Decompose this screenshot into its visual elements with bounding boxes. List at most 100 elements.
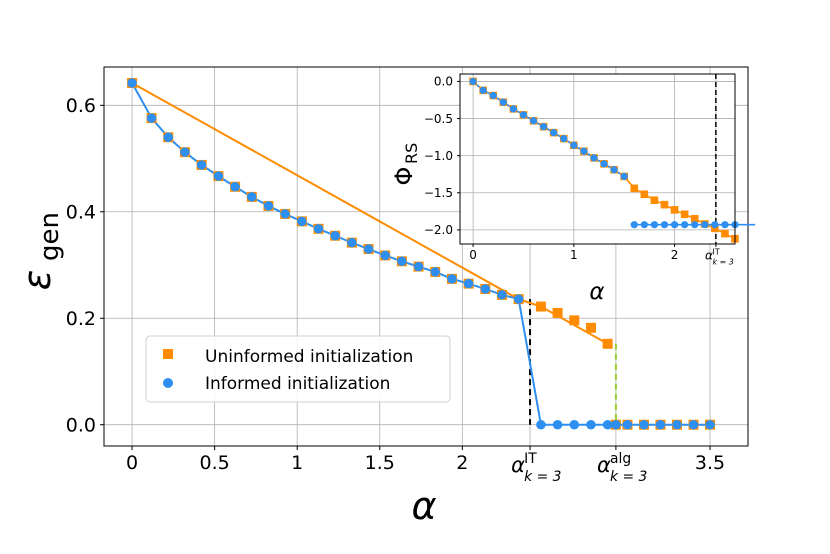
inset-series-line <box>472 80 625 178</box>
main-point-informed <box>330 230 340 241</box>
main-point-informed <box>280 209 290 219</box>
inset-point-informed <box>469 77 477 86</box>
legend: Uninformed initialization Informed initia… <box>145 335 451 403</box>
inset-special-tick-sup: IT <box>713 248 720 257</box>
inset-point-informed <box>691 221 699 229</box>
main-point-informed <box>397 256 407 267</box>
main-xtick-label: 0 <box>126 452 138 474</box>
main-point-informed <box>297 216 307 227</box>
main-point-uninformed <box>569 315 580 326</box>
main-point-informed <box>230 182 240 192</box>
inset-plot: 0 1 2 0.0 −0.5 −1.0 −1.5 −2.0 α ITk = 3 <box>424 73 756 267</box>
main-point-informed <box>146 113 157 123</box>
main-point-informed <box>602 419 613 430</box>
inset-ytick-label: −1.0 <box>424 149 453 163</box>
main-ytick-label: 0.4 <box>66 202 96 224</box>
main-point-informed <box>611 419 621 430</box>
main-point-informed <box>655 419 666 430</box>
inset-special-tick-symbol: α <box>705 249 713 263</box>
main-y-axis-subscript: gen <box>35 212 65 261</box>
legend-box <box>145 335 451 403</box>
legend-label-informed: Informed initialization <box>205 374 390 394</box>
inset-point-informed <box>489 91 497 100</box>
main-point-informed <box>672 419 682 430</box>
main-point-uninformed <box>585 322 596 333</box>
inset-y-axis-label: Φ RS <box>390 143 421 186</box>
main-point-informed <box>622 419 633 430</box>
main-y-axis-symbol: ε <box>15 270 59 291</box>
main-point-informed <box>536 419 546 430</box>
inset-point-informed <box>519 111 528 119</box>
inset-xtick-label: 0 <box>469 248 477 262</box>
inset-point-informed <box>610 166 618 174</box>
inset-y-axis-symbol: Φ <box>390 167 418 186</box>
inset-point-uninformed <box>690 214 699 223</box>
inset-point-informed <box>499 98 507 106</box>
inset-x-axis-label: α <box>589 279 604 305</box>
inset-point-informed <box>721 221 729 229</box>
inset-point-uninformed <box>721 229 729 238</box>
main-ytick-label: 0.6 <box>66 95 96 117</box>
main-point-informed <box>705 419 715 430</box>
main-xtick-label: 1.5 <box>365 452 395 474</box>
inset-y-axis-subscript: RS <box>402 143 421 164</box>
inset-ytick-label: −0.5 <box>424 112 453 126</box>
inset-point-uninformed <box>660 200 669 209</box>
inset-point-informed <box>560 134 568 143</box>
main-point-informed <box>347 237 357 248</box>
main-xtick-label: 2 <box>456 452 468 474</box>
inset-point-uninformed <box>640 190 649 199</box>
main-x-axis-label: α <box>411 484 436 528</box>
inset-point-informed <box>681 221 689 229</box>
inset-point-informed <box>670 221 679 229</box>
main-point-informed <box>463 278 474 289</box>
inset-point-informed <box>580 147 588 155</box>
inset-point-informed <box>600 160 608 168</box>
inset-ytick-label: 0.0 <box>434 75 453 89</box>
main-point-informed <box>447 274 457 284</box>
main-point-uninformed <box>552 307 563 318</box>
main-point-informed <box>263 201 274 211</box>
main-xtick-label: 3.5 <box>695 452 725 474</box>
main-point-informed <box>413 261 424 272</box>
main-axes-frame <box>103 66 749 447</box>
inset-point-informed <box>640 221 648 229</box>
inset-point-uninformed <box>650 196 659 205</box>
main-special-tick-symbol: α <box>511 453 525 477</box>
inset-point-uninformed <box>630 184 639 193</box>
inset-point-informed <box>550 129 558 137</box>
inset-point-informed <box>539 123 548 131</box>
main-special-tick-sup: alg <box>610 451 631 467</box>
inset-point-informed <box>529 117 538 125</box>
main-point-informed <box>688 419 699 430</box>
inset-ytick-label: −1.5 <box>424 186 453 200</box>
main-point-informed <box>480 284 491 294</box>
main-point-informed <box>552 419 563 430</box>
main-point-informed <box>247 192 257 202</box>
inset-xtick-label: 2 <box>671 248 679 262</box>
main-point-informed <box>497 290 507 300</box>
main-ytick-label: 0.0 <box>66 415 96 437</box>
main-special-tick-sub: k = 3 <box>610 469 647 485</box>
inset-point-informed <box>509 105 517 113</box>
legend-marker-uninformed <box>163 349 173 359</box>
inset-special-tick-sub: k = 3 <box>713 258 734 267</box>
main-point-informed <box>363 244 374 254</box>
inset-point-uninformed <box>711 224 719 233</box>
main-point-uninformed <box>535 301 546 312</box>
main-point-informed <box>213 171 224 181</box>
main-ytick-label: 0.2 <box>66 308 96 330</box>
inset-point-informed <box>701 221 709 229</box>
main-point-informed <box>513 294 524 304</box>
main-special-tick-sub: k = 3 <box>524 469 561 485</box>
inset-point-informed <box>630 221 638 229</box>
main-point-informed <box>430 267 440 277</box>
main-y-axis-label: ε gen <box>15 212 65 290</box>
inset-axes-frame <box>459 73 736 245</box>
main-point-informed <box>127 78 137 88</box>
main-point-informed <box>380 250 390 261</box>
main-point-informed <box>180 147 190 157</box>
inset-point-informed <box>590 154 598 162</box>
main-special-tick-symbol: α <box>597 453 611 477</box>
